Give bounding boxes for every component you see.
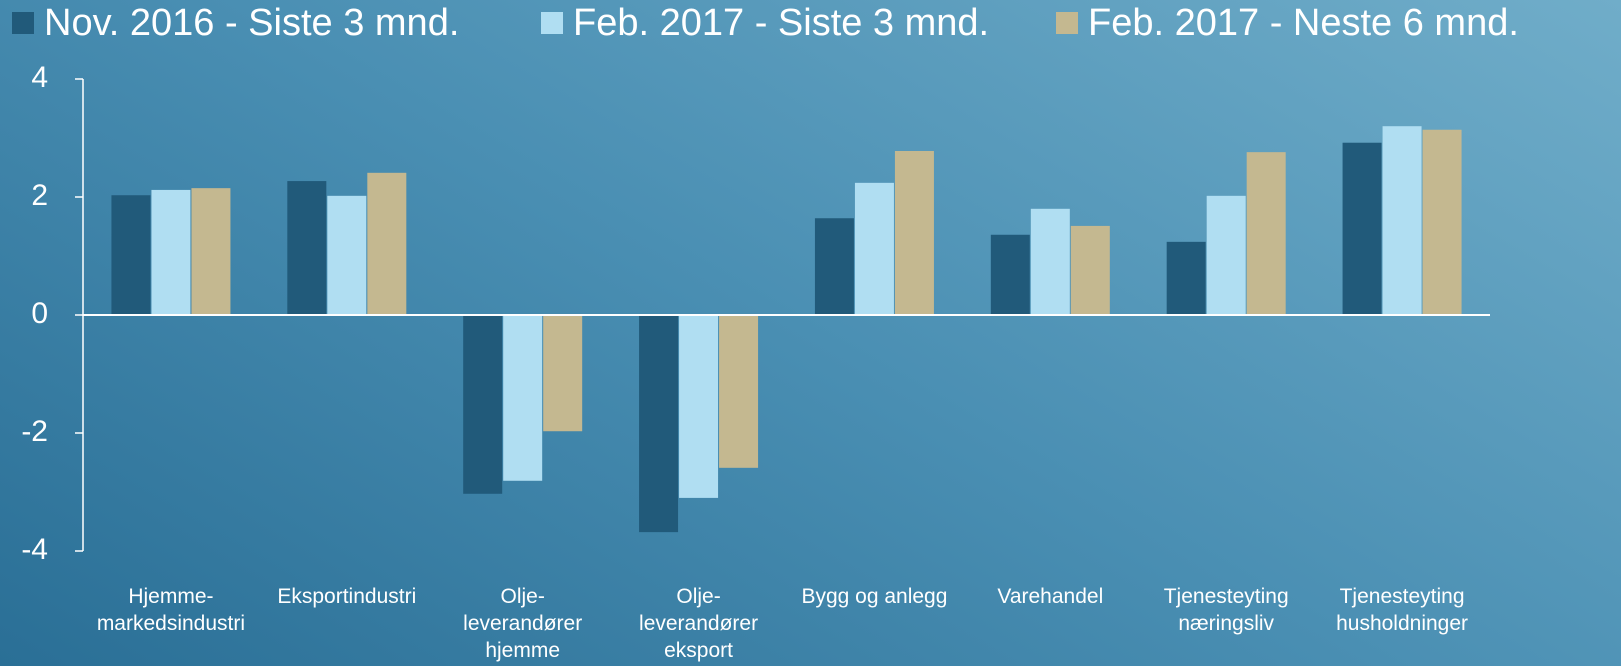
bar — [1206, 195, 1246, 315]
bar — [191, 188, 231, 315]
bar — [639, 315, 679, 533]
bar — [287, 181, 327, 315]
bar — [854, 182, 894, 315]
y-tick-label: -4 — [21, 533, 48, 566]
bar — [990, 234, 1030, 315]
bar — [1382, 126, 1422, 315]
legend-swatch — [541, 12, 563, 34]
bar — [1166, 241, 1206, 315]
bar — [814, 218, 854, 315]
bar — [1070, 225, 1110, 315]
bar — [719, 315, 759, 468]
x-tick-label: Hjemme- markedsindustri — [96, 585, 246, 635]
legend-swatch — [1056, 12, 1078, 34]
bar — [679, 315, 719, 498]
legend-swatch — [12, 12, 34, 34]
x-tick-label: Olje- leverandører hjemme — [463, 585, 583, 662]
bar — [151, 189, 191, 315]
bar — [367, 172, 407, 315]
bar — [894, 150, 934, 315]
y-tick-label: 0 — [31, 297, 48, 330]
bar — [543, 315, 583, 432]
x-tick-label: Eksportindustri — [277, 585, 417, 608]
x-tick-label: Olje- leverandører eksport — [639, 585, 759, 662]
x-tick-label: Tjenesteyting næringsliv — [1163, 585, 1289, 635]
x-tick-label: Varehandel — [997, 585, 1104, 608]
legend-label: Nov. 2016 - Siste 3 mnd. — [44, 2, 459, 44]
x-tick-label: Tjenesteyting husholdninger — [1336, 585, 1469, 635]
bar — [111, 195, 151, 315]
legend-label: Feb. 2017 - Neste 6 mnd. — [1088, 2, 1519, 44]
bar — [1030, 208, 1070, 315]
bar — [327, 195, 367, 315]
x-tick-label: Bygg og anlegg — [801, 585, 948, 608]
legend-label: Feb. 2017 - Siste 3 mnd. — [573, 2, 989, 44]
bar — [1342, 142, 1382, 315]
bar — [463, 315, 503, 494]
bar — [1422, 129, 1462, 315]
y-tick-label: -2 — [21, 415, 48, 448]
y-tick-label: 2 — [31, 179, 48, 212]
y-tick-label: 4 — [31, 61, 48, 94]
bar — [503, 315, 543, 481]
bar — [1246, 152, 1286, 315]
